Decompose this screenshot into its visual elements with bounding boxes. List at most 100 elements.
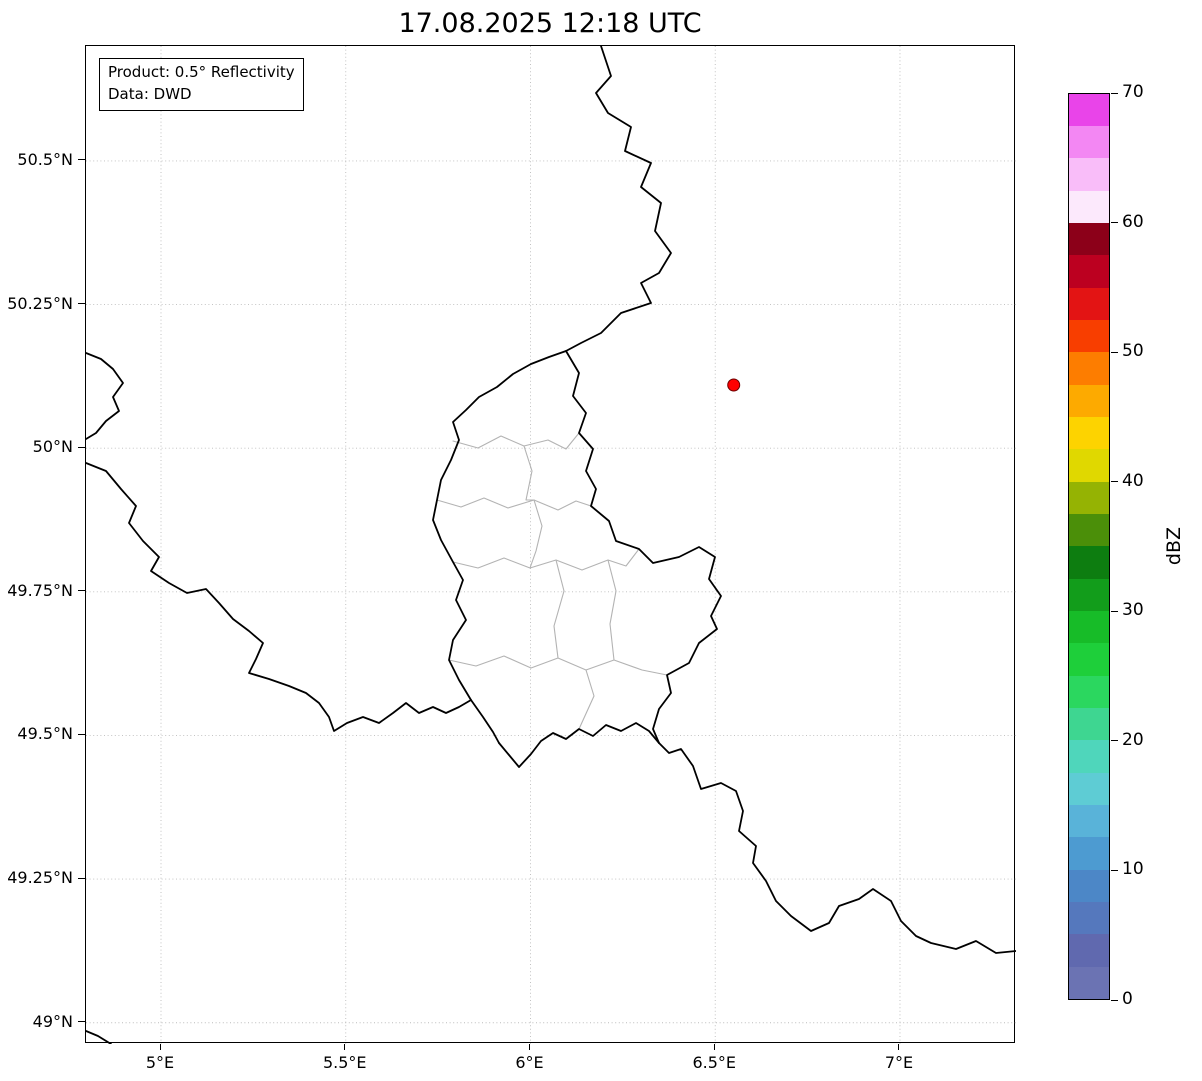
colorbar-tick-mark xyxy=(1111,999,1118,1001)
y-tick-label: 49°N xyxy=(32,1011,73,1031)
colorbar-segment xyxy=(1069,255,1109,288)
marker-layer xyxy=(727,378,741,392)
country-border-path xyxy=(86,462,472,732)
colorbar-tick-label: 40 xyxy=(1122,470,1144,491)
y-tick-mark xyxy=(78,303,85,305)
colorbar-segment xyxy=(1069,772,1109,806)
colorbar-segment xyxy=(1069,902,1109,935)
colorbar-tick-label: 70 xyxy=(1122,82,1144,102)
country-border-path xyxy=(86,352,124,440)
y-tick-label: 49.25°N xyxy=(7,868,73,888)
colorbar-segment xyxy=(1069,417,1109,450)
map-plot-area: Product: 0.5° Reflectivity Data: DWD xyxy=(85,45,1016,1044)
country-border-path xyxy=(565,46,672,352)
colorbar-tick-mark xyxy=(1111,351,1118,353)
colorbar-segment xyxy=(1069,578,1109,612)
x-tick-label: 6.5°E xyxy=(692,1053,737,1072)
y-tick-label: 50.5°N xyxy=(17,149,73,169)
y-tick-mark xyxy=(78,159,85,161)
colorbar-tick-mark xyxy=(1111,610,1118,612)
radar-location-marker xyxy=(727,378,741,392)
colorbar-segment xyxy=(1069,126,1109,159)
colorbar-segment xyxy=(1069,934,1109,967)
y-tick-label: 49.5°N xyxy=(17,724,73,744)
y-tick-mark xyxy=(78,877,85,879)
colorbar-segment xyxy=(1069,287,1109,321)
region-borders-layer xyxy=(436,432,668,730)
colorbar-segment xyxy=(1069,158,1109,191)
colorbar-segment xyxy=(1069,352,1109,385)
canton-border-path xyxy=(578,669,595,730)
colorbar-segment xyxy=(1069,708,1109,741)
x-tick-mark xyxy=(898,1044,900,1050)
colorbar-tick-label: 20 xyxy=(1122,729,1144,750)
colorbar-segment xyxy=(1069,223,1109,256)
info-data-source-line: Data: DWD xyxy=(108,84,192,103)
colorbar-tick-mark xyxy=(1111,222,1118,224)
colorbar-tick-label: 10 xyxy=(1122,859,1144,880)
colorbar-segment xyxy=(1069,837,1109,870)
x-tick-label: 5°E xyxy=(145,1053,175,1072)
x-tick-mark xyxy=(344,1044,346,1050)
colorbar-segment xyxy=(1069,384,1109,418)
colorbar xyxy=(1068,93,1110,1000)
country-border-path xyxy=(658,742,1016,954)
colorbar-tick-mark xyxy=(1111,92,1118,94)
canton-border-path xyxy=(448,655,668,676)
canton-border-path xyxy=(452,432,580,450)
colorbar-segment xyxy=(1069,805,1109,838)
colorbar-tick-mark xyxy=(1111,481,1118,483)
y-tick-mark xyxy=(78,446,85,448)
y-tick-mark xyxy=(78,590,85,592)
y-tick-mark xyxy=(78,733,85,735)
colorbar-segment xyxy=(1069,449,1109,482)
x-tick-mark xyxy=(528,1044,530,1050)
x-tick-label: 7°E xyxy=(884,1053,914,1072)
colorbar-tick-label: 30 xyxy=(1122,600,1144,621)
colorbar-segment xyxy=(1069,643,1109,676)
y-tick-label: 50.25°N xyxy=(7,293,73,313)
grid-layer xyxy=(86,46,1016,1044)
colorbar-segment xyxy=(1069,740,1109,773)
colorbar-segment xyxy=(1069,546,1109,579)
colorbar-segment xyxy=(1069,611,1109,644)
canton-border-path xyxy=(529,499,543,569)
canton-border-path xyxy=(607,559,617,661)
map-canvas xyxy=(86,46,1016,1044)
colorbar-segment xyxy=(1069,481,1109,515)
country-border-path xyxy=(86,1030,112,1044)
y-tick-label: 50°N xyxy=(32,437,73,457)
x-tick-label: 6°E xyxy=(515,1053,544,1072)
y-tick-label: 49.75°N xyxy=(7,580,73,600)
colorbar-segment xyxy=(1069,869,1109,903)
colorbar-segment xyxy=(1069,190,1109,224)
colorbar-tick-mark xyxy=(1111,740,1118,742)
country-borders-layer xyxy=(86,46,1016,1044)
colorbar-segment xyxy=(1069,514,1109,547)
y-tick-mark xyxy=(78,1021,85,1023)
info-box: Product: 0.5° Reflectivity Data: DWD xyxy=(99,58,304,111)
colorbar-tick-label: 0 xyxy=(1122,989,1133,1009)
canton-border-path xyxy=(553,559,565,659)
x-tick-mark xyxy=(159,1044,161,1050)
colorbar-segment xyxy=(1069,966,1109,999)
colorbar-tick-mark xyxy=(1111,869,1118,871)
colorbar-tick-label: 50 xyxy=(1122,341,1144,362)
colorbar-segment xyxy=(1069,320,1109,353)
colorbar-tick-label: 60 xyxy=(1122,211,1144,232)
colorbar-gradient xyxy=(1069,93,1109,999)
x-tick-mark xyxy=(713,1044,715,1050)
country-border-path xyxy=(565,350,722,744)
canton-border-path xyxy=(436,497,592,511)
canton-border-path xyxy=(523,445,535,501)
colorbar-segment xyxy=(1069,93,1109,127)
colorbar-segment xyxy=(1069,675,1109,709)
x-tick-label: 5.5°E xyxy=(322,1053,367,1072)
colorbar-axis-label: dBZ xyxy=(1163,526,1185,566)
plot-title: 17.08.2025 12:18 UTC xyxy=(398,8,702,39)
canton-border-path xyxy=(452,548,640,571)
info-product-line: Product: 0.5° Reflectivity xyxy=(108,63,295,81)
country-border-path xyxy=(432,350,567,744)
country-border-path xyxy=(498,722,660,768)
